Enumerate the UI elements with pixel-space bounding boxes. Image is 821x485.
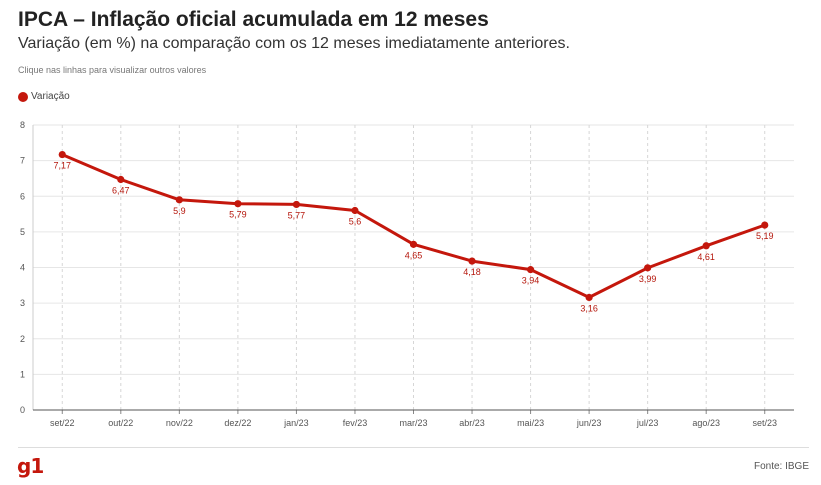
chart-subtitle: Variação (em %) na comparação com os 12 … [18, 35, 570, 52]
data-label: 3,94 [522, 276, 540, 286]
x-tick-label: abr/23 [459, 418, 485, 428]
data-label: 3,16 [580, 303, 598, 313]
data-label: 4,61 [697, 252, 715, 262]
y-tick-label: 4 [20, 263, 25, 273]
data-point[interactable] [761, 221, 769, 229]
data-point[interactable] [351, 206, 359, 215]
y-tick-label: 6 [20, 191, 25, 201]
g1-logo: g1 [17, 454, 44, 478]
y-tick-label: 8 [20, 120, 25, 130]
x-tick-label: set/22 [50, 418, 75, 428]
data-label: 5,6 [349, 217, 362, 227]
chart-title: IPCA – Inflação oficial acumulada em 12 … [18, 8, 489, 31]
x-tick-label: jun/23 [576, 418, 602, 428]
data-label: 5,9 [173, 206, 186, 216]
data-point[interactable] [234, 200, 242, 208]
data-label: 7,17 [54, 161, 72, 171]
data-point[interactable] [526, 266, 535, 274]
y-tick-label: 7 [20, 156, 25, 166]
x-tick-label: jan/23 [283, 418, 309, 428]
x-tick-label: mai/23 [517, 418, 544, 428]
chart-hint: Clique nas linhas para visualizar outros… [18, 65, 207, 75]
y-tick-label: 5 [20, 227, 25, 237]
x-tick-label: ago/23 [692, 418, 720, 428]
data-label: 4,18 [463, 267, 481, 277]
x-tick-label: out/22 [108, 418, 133, 428]
x-tick-label: jul/23 [636, 418, 659, 428]
data-label: 6,47 [112, 186, 130, 196]
x-tick-label: mar/23 [399, 418, 427, 428]
data-label: 4,65 [405, 250, 423, 260]
legend-marker-icon [18, 91, 28, 102]
source-note: Fonte: IBGE [753, 461, 809, 472]
y-tick-label: 3 [20, 298, 25, 308]
x-tick-label: fev/23 [343, 418, 368, 428]
data-label: 5,77 [288, 210, 306, 220]
legend-label: Variação [31, 91, 70, 102]
data-point[interactable] [58, 150, 66, 159]
data-point[interactable] [117, 175, 125, 184]
data-label: 5,19 [756, 231, 774, 241]
data-label: 3,99 [639, 274, 657, 284]
data-point[interactable] [468, 257, 476, 265]
footer-divider [18, 447, 809, 448]
x-tick-label: nov/22 [166, 418, 193, 428]
y-tick-label: 0 [20, 405, 25, 415]
data-point[interactable] [702, 242, 710, 250]
data-point[interactable] [292, 200, 301, 209]
data-point[interactable] [644, 264, 652, 272]
y-tick-label: 2 [20, 334, 25, 344]
data-label: 5,79 [229, 210, 247, 220]
data-point[interactable] [175, 196, 183, 204]
x-tick-label: dez/22 [224, 418, 251, 428]
y-tick-label: 1 [20, 369, 25, 379]
data-point[interactable] [585, 293, 593, 302]
legend-item-variacao[interactable]: Variação [18, 91, 70, 102]
x-tick-label: set/23 [752, 418, 777, 428]
data-point[interactable] [409, 240, 418, 248]
